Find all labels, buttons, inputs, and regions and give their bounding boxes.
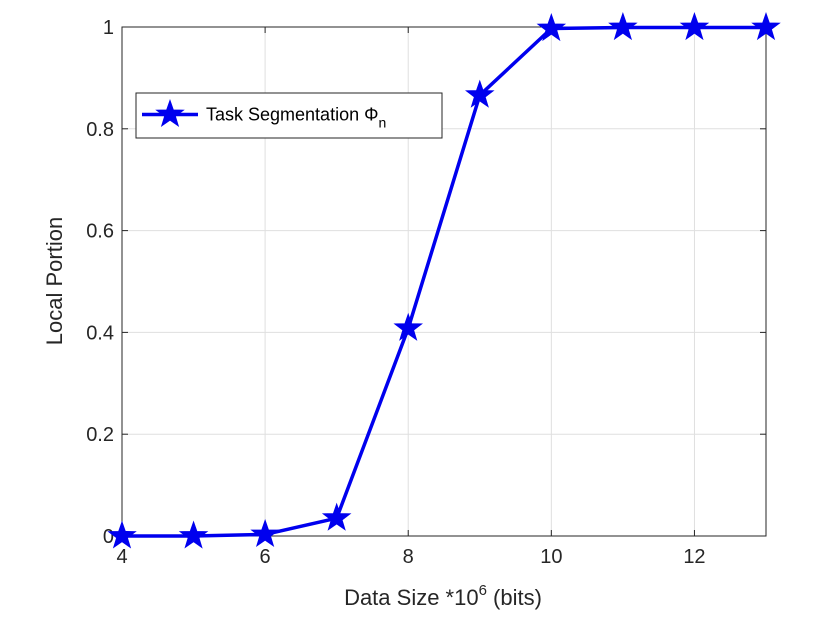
data-point-star (465, 79, 495, 108)
y-axis-label: Local Portion (42, 217, 67, 345)
series (107, 11, 781, 549)
legend-label-subscript: n (378, 115, 386, 131)
y-tick-label: 0 (103, 526, 114, 548)
x-axis-label-exponent: 6 (479, 582, 487, 599)
x-tick-label: 10 (540, 546, 562, 568)
x-tick-label: 4 (116, 546, 127, 568)
x-tick-label: 12 (683, 546, 705, 568)
x-axis-label-main: Data Size *10 (344, 585, 479, 610)
y-tick-label: 0.6 (86, 221, 114, 243)
y-tick-label: 1 (103, 17, 114, 39)
legend: Task Segmentation Φn (135, 92, 443, 139)
y-tick-label: 0.8 (86, 119, 114, 141)
axes (121, 26, 767, 537)
data-point-star (393, 312, 423, 341)
x-tick-label: 8 (403, 546, 414, 568)
data-point-star (321, 502, 352, 531)
plot-frame (121, 26, 767, 537)
y-tick-label: 0.2 (86, 424, 114, 446)
x-axis-label: Data Size *106 (bits) (344, 582, 542, 610)
y-tick-label: 0.4 (86, 322, 114, 344)
data-point-star (250, 518, 280, 548)
data-point-star (608, 11, 638, 41)
ticks: 4 6 8 10 12 0 0.2 0.4 0.6 0.8 1 (86, 17, 766, 568)
x-tick-label: 6 (260, 546, 271, 568)
data-point-star (536, 13, 567, 42)
data-point-star (751, 11, 781, 41)
legend-star-marker (155, 98, 185, 128)
x-axis-label-tail: (bits) (487, 585, 542, 610)
data-point-star (679, 11, 710, 41)
data-point-star (107, 520, 137, 549)
data-point-star (178, 520, 209, 549)
legend-label-main: Task Segmentation Φ (206, 105, 378, 125)
legend-label: Task Segmentation Φn (206, 105, 386, 131)
series-line (122, 25, 766, 538)
